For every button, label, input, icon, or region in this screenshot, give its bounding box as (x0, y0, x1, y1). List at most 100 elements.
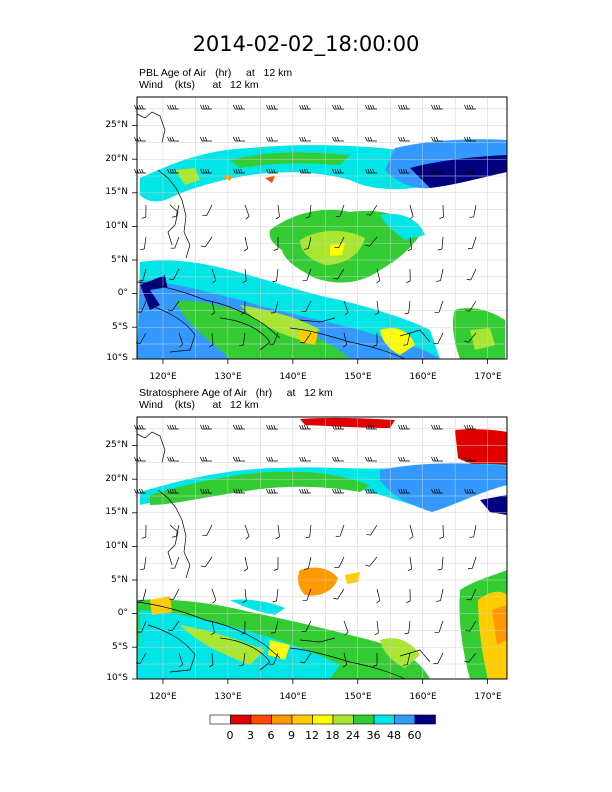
wind-barb (233, 456, 245, 462)
wind-barb (211, 588, 217, 604)
wind-barb (137, 620, 147, 633)
lon-label: 120°E (149, 372, 177, 382)
wind-barb (275, 524, 280, 540)
wind-barb (202, 204, 213, 217)
wind-barb (141, 204, 147, 219)
colorbar-box (230, 714, 252, 725)
wind-barb (434, 620, 444, 633)
wind-barb (266, 136, 278, 142)
wind-barb (406, 268, 411, 283)
wind-barb (332, 136, 344, 142)
wind-barb (305, 204, 312, 219)
wind-barb (269, 332, 279, 345)
wind-barb (167, 456, 179, 462)
wind-barb (366, 524, 378, 536)
lat-label: 25°N (105, 440, 128, 450)
wind-barb (376, 268, 381, 284)
wind-barb (343, 300, 349, 316)
wind-barb (466, 268, 477, 281)
panel2-frame (136, 416, 508, 680)
wind-barb (464, 424, 476, 430)
wind-barb (333, 268, 345, 280)
lon-label: 130°E (214, 372, 242, 382)
lat-label: 15°N (105, 507, 128, 517)
wind-barb (398, 424, 410, 430)
wind-barb (464, 136, 476, 142)
wind-barb (343, 620, 349, 636)
wind-barb (404, 620, 411, 635)
wind-barb (167, 168, 179, 174)
lat-label: 5°N (111, 255, 128, 265)
wind-barb (210, 620, 215, 636)
lon-label: 150°E (344, 372, 372, 382)
wind-barb (275, 204, 280, 220)
wind-barb (302, 268, 312, 281)
wind-barb (240, 300, 246, 315)
wind-barb (409, 204, 414, 220)
wind-barb (233, 104, 245, 110)
lat-label: 0° (117, 608, 128, 618)
wind-barb (464, 332, 477, 343)
wind-barb (167, 104, 179, 110)
colorbar-label: 6 (267, 729, 275, 742)
wind-barb (200, 104, 212, 110)
wind-barb (299, 424, 311, 430)
wind-barb (209, 652, 214, 668)
wind-barb (178, 332, 184, 348)
wind-barb (138, 588, 147, 602)
lon-label: 150°E (344, 692, 372, 702)
wind-barb (169, 588, 180, 600)
wind-barb (467, 236, 477, 249)
wind-barb (266, 104, 278, 110)
wind-barb (134, 104, 146, 110)
figure-title: 2014-02-02_18:00:00 (192, 32, 420, 56)
wind-barb (210, 300, 215, 316)
wind-barb (466, 588, 477, 601)
wind-barb (335, 524, 345, 537)
colorbar-box (312, 714, 334, 725)
wind-barb (167, 300, 180, 312)
wind-barb (374, 620, 379, 636)
wind-barb (200, 136, 212, 142)
lat-label: 5°S (112, 322, 128, 332)
wind-barb (398, 136, 410, 142)
wind-barb (134, 456, 146, 462)
wind-barb (134, 488, 146, 494)
wind-barb (372, 333, 378, 347)
wind-barb (436, 588, 444, 602)
wind-barb (266, 488, 278, 494)
wind-barb (167, 424, 179, 430)
wind-barb (332, 456, 344, 462)
wind-barb (372, 653, 378, 667)
lat-label: 10°N (105, 221, 128, 231)
wind-barb (431, 488, 443, 494)
wind-barb (409, 524, 414, 540)
lat-label: 10°S (106, 353, 128, 363)
gridlines (137, 97, 507, 679)
wind-barb (209, 332, 214, 348)
colorbar-label: 36 (366, 729, 381, 742)
colorbar-label: 12 (305, 729, 319, 742)
wind-barb (365, 424, 377, 430)
colorbar-box (353, 714, 375, 725)
lon-label: 170°E (474, 372, 502, 382)
wind-barb (365, 556, 378, 567)
wind-barb (365, 136, 377, 142)
wind-barb (272, 268, 279, 283)
wind-barb (299, 136, 311, 142)
wind-barb (332, 488, 344, 494)
wind-barb (406, 588, 411, 603)
wind-barb (272, 588, 279, 603)
lon-label: 170°E (474, 692, 502, 702)
wind-barb (404, 300, 411, 315)
wind-barb (299, 168, 311, 174)
wind-barb (167, 488, 179, 494)
wind-barb (167, 620, 180, 632)
colorbar-box (291, 714, 313, 725)
panel1-map (137, 97, 507, 359)
wind-barb (134, 168, 146, 174)
wind-barb (299, 104, 311, 110)
wind-barb (398, 488, 410, 494)
wind-barb (467, 556, 477, 569)
panel1-title-line2: Wind (kts) at 12 km (139, 79, 259, 91)
